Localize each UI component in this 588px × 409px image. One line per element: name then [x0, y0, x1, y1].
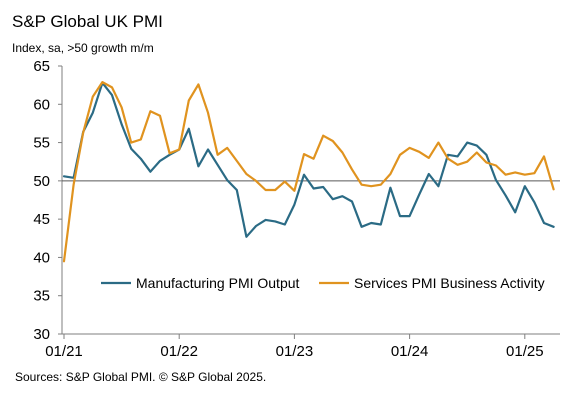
- x-tick-label: 01/23: [276, 343, 314, 360]
- y-tick-label: 30: [33, 326, 50, 343]
- legend: Manufacturing PMI Output Services PMI Bus…: [101, 275, 545, 291]
- series-line-manufacturing: [62, 81, 555, 238]
- legend-label-services: Services PMI Business Activity: [354, 275, 545, 291]
- chart-title: S&P Global UK PMI: [12, 12, 163, 31]
- series-lines: [62, 80, 555, 263]
- y-tick-label: 35: [33, 288, 50, 305]
- chart-subtitle: Index, sa, >50 growth m/m: [12, 41, 154, 55]
- y-tick-label: 50: [33, 173, 50, 190]
- x-tick-label: 01/24: [391, 343, 429, 360]
- y-tick-label: 60: [33, 96, 50, 113]
- y-tick-label: 40: [33, 249, 50, 266]
- x-tick-label: 01/21: [45, 343, 83, 360]
- chart-source: Sources: S&P Global PMI. © S&P Global 20…: [15, 370, 266, 384]
- y-tick-label: 45: [33, 211, 50, 228]
- legend-label-manufacturing: Manufacturing PMI Output: [136, 275, 300, 291]
- series-line-services: [62, 80, 555, 263]
- axes: 30 35 40 45 50 55 60 65 01/21 01/22 01/23 01/24 01/2…: [33, 58, 560, 360]
- x-tick-label: 01/25: [506, 343, 544, 360]
- y-tick-label: 65: [33, 58, 50, 75]
- y-tick-label: 55: [33, 135, 50, 152]
- x-tick-label: 01/22: [160, 343, 198, 360]
